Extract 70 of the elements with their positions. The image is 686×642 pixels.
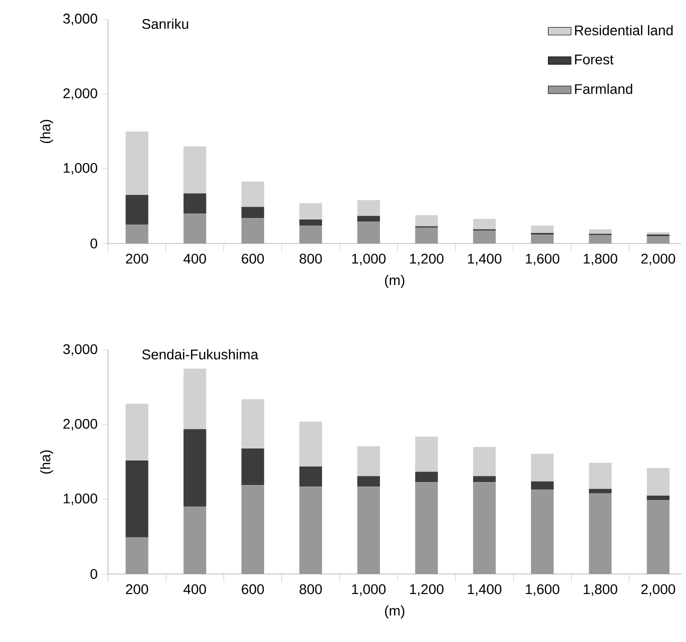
bar bbox=[184, 429, 206, 507]
bar bbox=[299, 220, 322, 226]
bar bbox=[415, 436, 438, 472]
bar bbox=[299, 422, 322, 466]
bar bbox=[531, 226, 554, 233]
bar bbox=[646, 468, 670, 496]
x-tick-label: 1,400 bbox=[468, 584, 502, 596]
x-tick-label: 600 bbox=[242, 584, 264, 594]
bar bbox=[646, 496, 670, 500]
bar bbox=[588, 462, 612, 489]
x-tick-label: 1,800 bbox=[584, 584, 618, 596]
x-tick-label: 1,400 bbox=[468, 254, 502, 266]
x-tick-label: 2,000 bbox=[641, 254, 676, 266]
legend-label: Farmland bbox=[575, 84, 632, 94]
bar bbox=[473, 476, 496, 482]
y-tick-label: 1,000 bbox=[64, 494, 98, 506]
x-tick-label: 1,200 bbox=[410, 254, 444, 266]
y-tick-label: 3,000 bbox=[63, 14, 98, 26]
bar bbox=[241, 206, 264, 218]
bar bbox=[473, 447, 496, 476]
bar bbox=[126, 404, 148, 460]
bar bbox=[473, 218, 496, 230]
x-tick-label: 400 bbox=[184, 254, 206, 264]
x-tick-label: 200 bbox=[126, 254, 148, 264]
x-tick-label: 1,200 bbox=[410, 584, 444, 596]
chart-title: Sanriku bbox=[142, 18, 188, 29]
x-tick-label: 2,000 bbox=[641, 584, 676, 596]
y-tick-label: 2,000 bbox=[63, 418, 98, 430]
bar bbox=[415, 215, 438, 226]
y-axis-title: (ha) bbox=[40, 120, 54, 144]
legend-label: Forest bbox=[575, 54, 614, 64]
y-tick-label: 1,000 bbox=[64, 163, 98, 175]
bar bbox=[531, 481, 554, 490]
y-tick-label: 0 bbox=[90, 569, 98, 579]
x-tick-label: 1,800 bbox=[584, 254, 618, 266]
x-tick-label: 1,600 bbox=[526, 584, 560, 596]
bar bbox=[241, 448, 264, 486]
x-tick-label: 1,000 bbox=[352, 584, 386, 596]
bar bbox=[357, 476, 380, 487]
bar bbox=[126, 460, 148, 538]
x-axis-title: (m) bbox=[385, 274, 404, 288]
bar bbox=[126, 194, 148, 225]
x-axis-title: (m) bbox=[385, 605, 404, 618]
x-tick-label: 800 bbox=[300, 254, 322, 264]
x-tick-label: 1,600 bbox=[526, 254, 560, 266]
bar bbox=[415, 472, 438, 482]
bar bbox=[184, 193, 206, 214]
bar bbox=[588, 488, 612, 494]
y-tick-label: 2,000 bbox=[63, 88, 98, 100]
x-tick-label: 1,000 bbox=[352, 254, 386, 266]
y-axis-title: (ha) bbox=[40, 450, 54, 474]
y-tick-label: 3,000 bbox=[63, 344, 98, 356]
x-tick-label: 800 bbox=[300, 584, 322, 594]
bar bbox=[357, 216, 380, 222]
bar bbox=[357, 200, 380, 216]
bar bbox=[184, 146, 206, 194]
bar bbox=[531, 454, 554, 482]
bar bbox=[241, 181, 264, 207]
chart-title: Sendai-Fukushima bbox=[142, 349, 258, 360]
bar bbox=[299, 466, 322, 487]
x-tick-label: 200 bbox=[126, 584, 148, 594]
x-tick-label: 400 bbox=[184, 584, 206, 594]
y-tick-label: 0 bbox=[90, 238, 98, 248]
bar bbox=[126, 131, 148, 195]
bar bbox=[299, 203, 322, 220]
x-tick-label: 600 bbox=[242, 254, 264, 264]
legend-label: Residential land bbox=[575, 25, 673, 36]
bar bbox=[357, 446, 380, 476]
bar bbox=[184, 368, 206, 430]
bar bbox=[241, 399, 264, 449]
